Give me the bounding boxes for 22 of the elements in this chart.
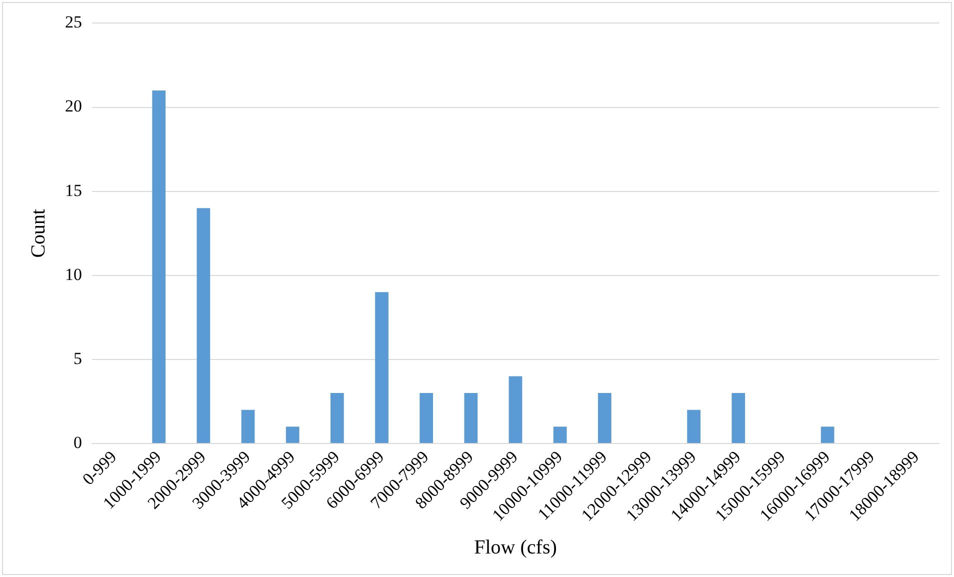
bar xyxy=(152,90,166,443)
y-tick-label: 25 xyxy=(65,12,82,32)
y-tick-label: 20 xyxy=(65,96,82,116)
bar xyxy=(553,426,567,443)
y-tick-label: 10 xyxy=(65,264,82,284)
y-axis-title: Count xyxy=(27,208,50,258)
x-axis-title: Flow (cfs) xyxy=(474,536,557,558)
bar xyxy=(286,426,300,443)
bar xyxy=(420,393,434,443)
bar xyxy=(687,410,701,443)
y-tick-label: 0 xyxy=(74,432,82,452)
bar xyxy=(375,292,388,443)
y-tick-label: 15 xyxy=(65,180,82,200)
bar xyxy=(330,393,344,443)
bar xyxy=(196,208,210,443)
bar xyxy=(508,376,522,443)
bar xyxy=(464,393,478,443)
bar xyxy=(241,410,255,443)
bar xyxy=(732,393,746,443)
bar xyxy=(598,393,612,443)
y-tick-label: 5 xyxy=(74,348,82,368)
bar xyxy=(820,426,834,443)
